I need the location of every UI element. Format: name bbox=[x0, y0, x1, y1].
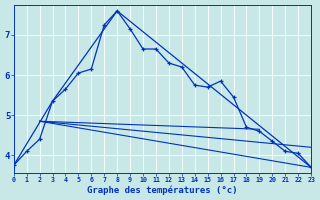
X-axis label: Graphe des températures (°c): Graphe des températures (°c) bbox=[87, 186, 238, 195]
